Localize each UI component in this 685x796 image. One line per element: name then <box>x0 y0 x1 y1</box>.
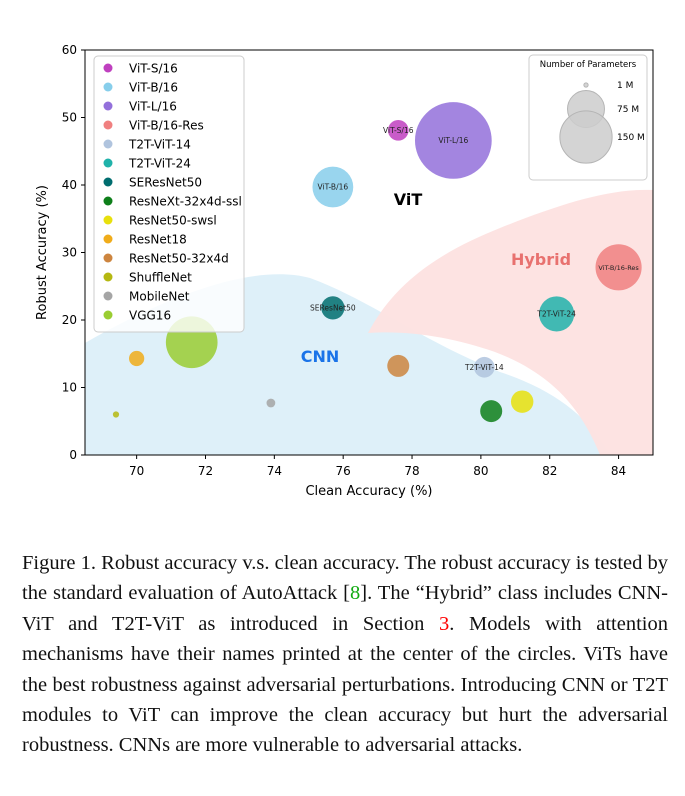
legend-box <box>93 55 245 333</box>
legend-marker-resnet50-32x4d <box>103 253 113 263</box>
x-tick-label-76: 76 <box>336 464 351 478</box>
figure-caption: Figure 1. Robust accuracy v.s. clean acc… <box>22 548 668 761</box>
bubble-resnet50-32x4d <box>387 354 410 377</box>
bubble-vit-b-16 <box>312 166 354 208</box>
legend-label-resnet18: ResNet18 <box>129 233 187 247</box>
bubble-label-vit-b-16-res: ViT-B/16-Res <box>598 264 639 272</box>
legend-marker-resnet18 <box>103 234 113 244</box>
legend-marker-vit-b-16-res <box>103 120 113 130</box>
legend-marker-seresnet50 <box>103 177 113 187</box>
legend-marker-resnext-32x4d-ssl <box>103 196 113 206</box>
y-tick-label-30: 30 <box>62 246 77 260</box>
legend-label-resnet50-swsl: ResNet50-swsl <box>129 214 217 228</box>
legend-marker-mobilenet <box>103 291 113 301</box>
size-legend-label-1-m: 1 M <box>617 81 633 91</box>
caption-label: Figure 1. <box>22 552 97 574</box>
legend-label-mobilenet: MobileNet <box>129 290 190 304</box>
y-tick-label-20: 20 <box>62 313 77 327</box>
x-tick-label-74: 74 <box>267 464 282 478</box>
bubble-shufflenet <box>112 411 120 418</box>
bubble-vit-s-16 <box>387 120 409 141</box>
size-legend: Number of Parameters 1 M 75 M 150 M <box>528 54 648 181</box>
legend-label-seresnet50: SEResNet50 <box>129 176 202 190</box>
x-axis-label: Clean Accuracy (%) <box>305 484 432 499</box>
bubble-vit-b-16-res <box>595 244 642 291</box>
bubble-vit-l-16 <box>414 102 492 179</box>
legend-marker-vit-l-16 <box>103 101 113 111</box>
section-link[interactable]: 3 <box>439 612 450 635</box>
region-label-hybrid: Hybrid <box>511 250 571 269</box>
x-tick-label-70: 70 <box>129 464 144 478</box>
bubble-seresnet50 <box>321 296 345 320</box>
region-labels: ViT CNN Hybrid <box>301 190 571 366</box>
bubble-mobilenet <box>266 398 276 408</box>
hybrid-region <box>368 189 653 455</box>
legend-marker-vit-b-16 <box>103 82 113 92</box>
bubble-label-t2t-vit-14: T2T-ViT-14 <box>464 363 504 372</box>
y-tick-label-10: 10 <box>62 381 77 395</box>
bubble-resnet18 <box>129 350 145 367</box>
caption-text-3: . Models with attention mechanisms have … <box>22 612 668 757</box>
size-legend-label-75-m: 75 M <box>617 105 639 115</box>
legend-marker-vgg16 <box>103 310 113 320</box>
size-legend-label-150-m: 150 M <box>617 133 645 143</box>
size-legend-title: Number of Parameters <box>540 60 637 70</box>
y-axis-label: Robust Accuracy (%) <box>35 185 50 320</box>
region-label-vit: ViT <box>394 190 423 209</box>
x-tick-label-80: 80 <box>473 464 488 478</box>
x-tick-label-84: 84 <box>611 464 626 478</box>
legend-label-vit-b-16-res: ViT-B/16-Res <box>129 119 204 133</box>
bubble-label-vit-l-16: ViT-L/16 <box>438 136 468 145</box>
y-tick-label-0: 0 <box>69 448 77 462</box>
y-tick-label-40: 40 <box>62 178 77 192</box>
legend-label-t2t-vit-14: T2T-ViT-14 <box>128 138 191 152</box>
legend-label-t2t-vit-24: T2T-ViT-24 <box>128 157 191 171</box>
legend-label-vit-b-16: ViT-B/16 <box>129 81 178 95</box>
caption-text-2: ]. The “Hybrid” class includes CNN-ViT a… <box>22 582 668 635</box>
bubble-label-vit-s-16: ViT-S/16 <box>383 126 414 135</box>
bubble-t2t-vit-14 <box>474 356 495 378</box>
bubble-label-seresnet50: SEResNet50 <box>310 303 356 312</box>
legend-marker-resnet50-swsl <box>103 215 113 225</box>
bubbles: ViT-S/16 ViT-B/16 ViT-L/16 ViT-B/16-Res T2T-… <box>112 102 642 423</box>
x-tick-label-72: 72 <box>198 464 213 478</box>
bubble-t2t-vit-24 <box>539 296 575 332</box>
legend-label-vgg16: VGG16 <box>129 309 171 323</box>
legend-marker-vit-s-16 <box>103 63 113 73</box>
x-tick-label-82: 82 <box>542 464 557 478</box>
y-tick-label-50: 50 <box>62 111 77 125</box>
legend: ViT-S/16 ViT-B/16 ViT-L/16 ViT-B/16-Res T2T-… <box>93 55 245 333</box>
bubble-label-vit-b-16: ViT-B/16 <box>318 183 349 192</box>
bubble-label-t2t-vit-24: T2T-ViT-24 <box>536 309 576 318</box>
legend-label-shufflenet: ShuffleNet <box>129 271 192 285</box>
legend-label-resnet50-32x4d: ResNet50-32x4d <box>129 252 229 266</box>
bubble-resnext-32x4d-ssl <box>480 400 503 423</box>
size-legend-marker-150-m <box>559 110 613 164</box>
size-legend-marker-1-m <box>583 82 589 88</box>
legend-label-resnext-32x4d-ssl: ResNeXt-32x4d-ssl <box>129 195 242 209</box>
region-label-cnn: CNN <box>301 347 340 366</box>
y-tick-label-60: 60 <box>62 43 77 57</box>
legend-marker-shufflenet <box>103 272 113 282</box>
x-tick-label-78: 78 <box>404 464 419 478</box>
legend-marker-t2t-vit-24 <box>103 158 113 168</box>
caption-text-1: Robust accuracy v.s. clean accuracy. The… <box>22 552 669 605</box>
legend-marker-t2t-vit-14 <box>103 139 113 149</box>
legend-label-vit-l-16: ViT-L/16 <box>129 100 177 114</box>
legend-label-vit-s-16: ViT-S/16 <box>129 62 178 76</box>
citation-link[interactable]: 8 <box>350 582 361 605</box>
axes: 70 72 74 76 78 80 82 84 0 10 20 30 40 50 60 Clean Accur… <box>35 43 654 499</box>
bubble-resnet50-swsl <box>510 390 534 413</box>
